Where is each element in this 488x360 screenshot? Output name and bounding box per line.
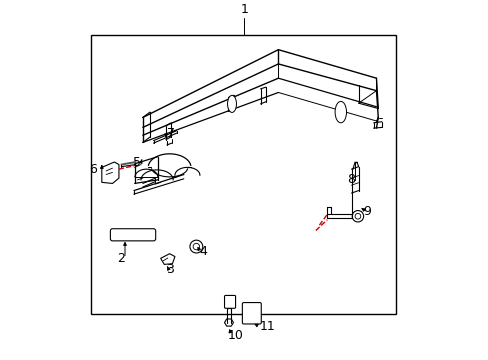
Text: 3: 3 xyxy=(165,262,173,275)
Ellipse shape xyxy=(227,95,236,112)
Text: 2: 2 xyxy=(117,252,125,265)
Text: 7: 7 xyxy=(167,127,175,140)
Text: 11: 11 xyxy=(259,320,275,333)
Text: 9: 9 xyxy=(363,206,371,219)
Text: 10: 10 xyxy=(227,329,243,342)
Text: 4: 4 xyxy=(199,245,207,258)
FancyBboxPatch shape xyxy=(242,302,261,324)
Text: 5: 5 xyxy=(133,156,141,168)
Text: 1: 1 xyxy=(240,3,248,16)
Text: 8: 8 xyxy=(347,174,355,186)
Ellipse shape xyxy=(334,102,346,123)
FancyBboxPatch shape xyxy=(224,296,235,308)
Bar xyxy=(91,35,395,314)
FancyBboxPatch shape xyxy=(110,229,155,241)
Text: 6: 6 xyxy=(89,163,97,176)
